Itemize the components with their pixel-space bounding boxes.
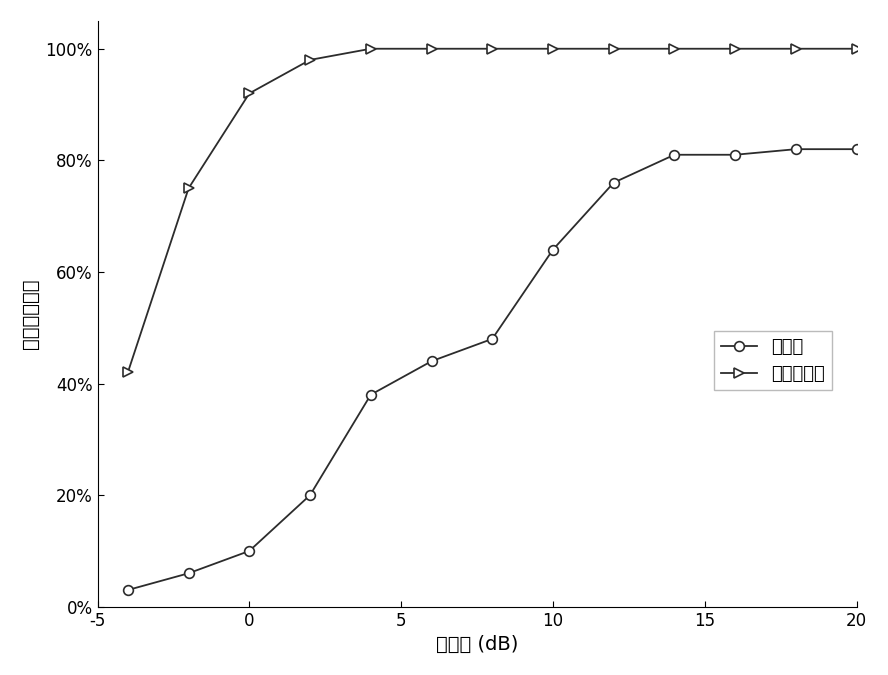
方法一 bbox=[852, 145, 862, 153]
方法一 bbox=[730, 151, 741, 159]
方法一 bbox=[669, 151, 679, 159]
本发明方法 bbox=[608, 45, 619, 53]
本发明方法 bbox=[305, 56, 315, 64]
本发明方法 bbox=[548, 45, 559, 53]
方法一 bbox=[123, 586, 133, 594]
本发明方法 bbox=[183, 184, 194, 192]
本发明方法 bbox=[730, 45, 741, 53]
Line: 方法一: 方法一 bbox=[123, 144, 861, 595]
本发明方法 bbox=[123, 369, 133, 377]
Line: 本发明方法: 本发明方法 bbox=[123, 44, 861, 377]
Y-axis label: 成功执行概率: 成功执行概率 bbox=[20, 279, 40, 349]
方法一 bbox=[548, 246, 559, 254]
本发明方法 bbox=[426, 45, 437, 53]
方法一 bbox=[487, 335, 497, 343]
方法一 bbox=[608, 179, 619, 187]
方法一 bbox=[305, 491, 315, 500]
本发明方法 bbox=[790, 45, 801, 53]
Legend: 方法一, 本发明方法: 方法一, 本发明方法 bbox=[714, 331, 832, 390]
本发明方法 bbox=[852, 45, 862, 53]
本发明方法 bbox=[487, 45, 497, 53]
本发明方法 bbox=[669, 45, 679, 53]
本发明方法 bbox=[244, 89, 255, 97]
方法一 bbox=[183, 569, 194, 577]
方法一 bbox=[426, 357, 437, 365]
X-axis label: 信噪比 (dB): 信噪比 (dB) bbox=[436, 635, 519, 654]
方法一 bbox=[366, 391, 377, 399]
方法一 bbox=[244, 547, 255, 555]
本发明方法 bbox=[366, 45, 377, 53]
方法一 bbox=[790, 145, 801, 153]
